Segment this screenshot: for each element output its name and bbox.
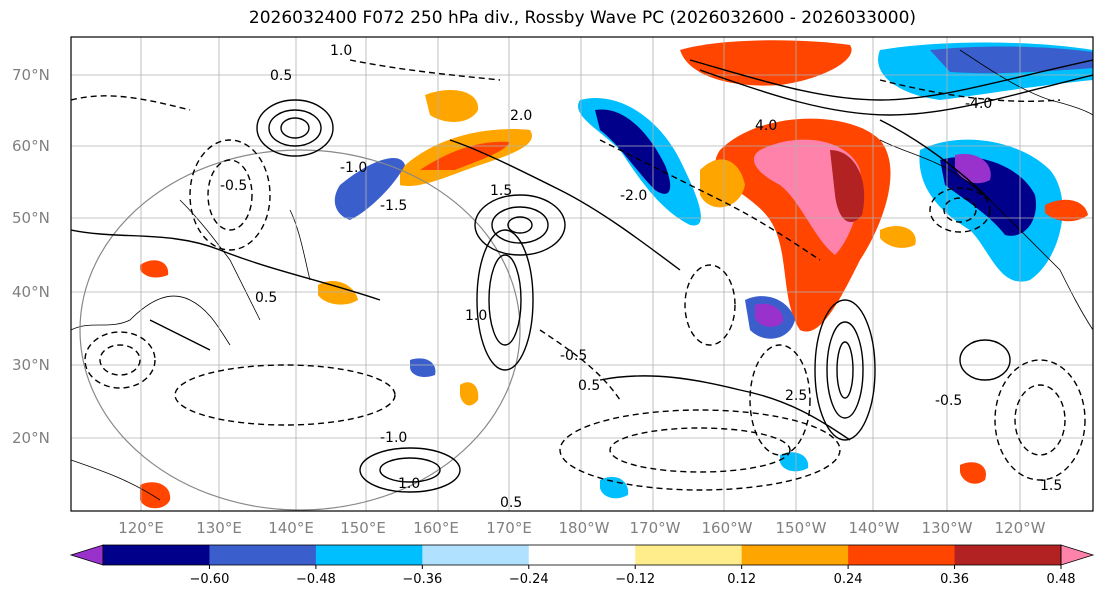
lon-label: 150°E [340, 519, 386, 537]
colorbar-tick-label: −0.48 [296, 572, 336, 587]
map-title: 2026032400 F072 250 hPa div., Rossby Wav… [248, 8, 917, 28]
contour-label: 1.0 [465, 308, 487, 324]
shading-layer [140, 40, 1093, 509]
reference-circle [79, 149, 521, 511]
contour-label: 1.5 [1040, 478, 1062, 494]
shade-positive-6 [140, 260, 169, 278]
colorbar-segment [209, 545, 317, 565]
shade-negative-3-core [930, 46, 1093, 74]
contour-label: 1.0 [330, 43, 352, 59]
lat-label: 50°N [12, 209, 50, 227]
shade-positive-7 [140, 482, 171, 509]
shade-positive-8 [460, 382, 479, 406]
colorbar-segment [315, 545, 423, 565]
contours-negative [71, 59, 1086, 491]
contour-label: 1.5 [490, 183, 512, 199]
lon-label: 120°W [995, 519, 1046, 537]
lat-label: 70°N [12, 66, 50, 84]
contour-label: 4.0 [755, 118, 777, 134]
contour-label: -1.0 [340, 160, 367, 176]
shade-positive-top [680, 40, 852, 86]
contour-label: -0.5 [560, 348, 587, 364]
contour-label: 0.5 [500, 495, 522, 511]
lat-label: 20°N [12, 429, 50, 447]
colorbar-tick-label: 0.36 [940, 572, 969, 587]
colorbar-tick-label: −0.12 [615, 572, 655, 587]
shade-positive-5 [318, 280, 358, 305]
colorbar-tick-label: −0.24 [509, 572, 549, 587]
lon-label: 130°W [922, 519, 973, 537]
shade-positive-band-core [420, 141, 510, 170]
contour-label: -2.0 [620, 188, 647, 204]
gridlines [71, 37, 1093, 511]
colorbar-tick-label: 0.48 [1047, 572, 1076, 587]
latitude-labels: 70°N 60°N 50°N 40°N 30°N 20°N [12, 66, 50, 447]
colorbar-tick-label: −0.60 [190, 572, 230, 587]
longitude-labels: 120°E 130°E 140°E 150°E 160°E 170°E 180°… [118, 519, 1045, 537]
shade-positive-dark [830, 150, 865, 223]
colorbar-segment [103, 545, 210, 565]
plot-frame [70, 36, 1094, 512]
lat-label: 30°N [12, 356, 50, 374]
contour-label: 0.5 [578, 378, 600, 394]
colorbar-segment [635, 545, 743, 565]
contour-label: 0.5 [255, 290, 277, 306]
contour-label: -4.0 [965, 96, 992, 112]
colorbar-segment [741, 545, 849, 565]
shade-negative-5-core [755, 303, 784, 327]
shade-negative-8 [410, 358, 436, 378]
contour-label: 2.0 [510, 108, 532, 124]
lon-label: 160°W [702, 519, 753, 537]
colorbar-extend-low [69, 544, 104, 566]
contour-label: 2.5 [785, 388, 807, 404]
contour-label: -0.5 [220, 178, 247, 194]
colorbar-segment [848, 545, 956, 565]
colorbar-extend-high [1060, 544, 1095, 566]
shade-negative-7 [780, 452, 809, 472]
lon-label: 170°E [486, 519, 532, 537]
coast-america [879, 49, 1093, 331]
contour-label: -0.5 [935, 393, 962, 409]
lat-label: 60°N [12, 137, 50, 155]
contours-positive [71, 59, 1093, 493]
lon-label: 130°E [196, 519, 242, 537]
shade-positive-9 [880, 225, 916, 248]
lon-label: 140°W [849, 519, 900, 537]
lon-label: 170°W [630, 519, 681, 537]
contour-label: 0.5 [270, 68, 292, 84]
colorbar-tick-label: −0.36 [402, 572, 442, 587]
contour-label: -1.5 [380, 198, 407, 214]
contour-label: 1.0 [398, 476, 420, 492]
coastlines [71, 49, 1093, 501]
shade-negative-4 [334, 157, 405, 220]
contour-label: -1.0 [380, 430, 407, 446]
shade-negative-6 [600, 476, 629, 499]
colorbar-frame [102, 544, 1062, 566]
lon-label: 180°W [559, 519, 610, 537]
plot-area [71, 37, 1093, 511]
colorbar-tick-label: 0.24 [834, 572, 863, 587]
lon-label: 140°E [268, 519, 314, 537]
shade-negative-1-core [595, 109, 671, 194]
colorbar-tick-label: 0.12 [727, 572, 756, 587]
contour-labels: 1.0 0.5 -1.0 -0.5 2.0 1.5 -1.5 -2.0 4.0 … [220, 43, 1062, 511]
shade-positive-10 [960, 462, 986, 484]
coast-asia [71, 199, 311, 501]
lon-label: 160°E [413, 519, 459, 537]
lon-label: 120°E [118, 519, 164, 537]
shade-positive-11 [1045, 199, 1088, 222]
colorbar-segment [422, 545, 530, 565]
colorbar: −0.60 −0.48 −0.36 −0.24 −0.12 0.12 0.24 0.36 0.4… [69, 544, 1095, 587]
colorbar-segment [954, 545, 1062, 565]
lat-label: 40°N [12, 283, 50, 301]
lon-label: 150°W [776, 519, 827, 537]
colorbar-segment [528, 545, 636, 565]
